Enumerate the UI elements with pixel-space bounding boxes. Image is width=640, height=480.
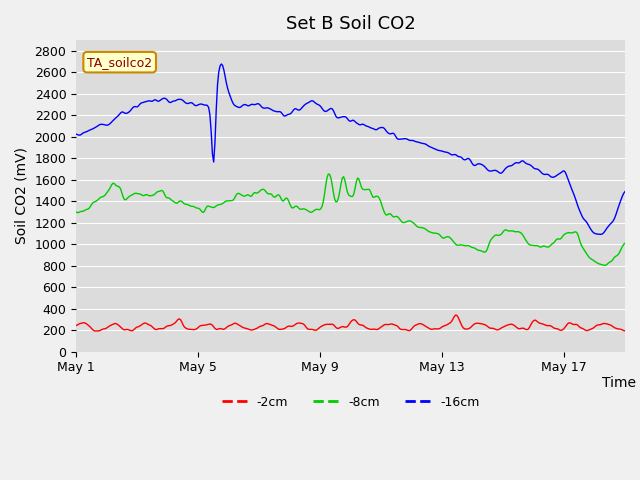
Legend: -2cm, -8cm, -16cm: -2cm, -8cm, -16cm xyxy=(217,391,484,414)
Text: TA_soilco2: TA_soilco2 xyxy=(87,56,152,69)
Y-axis label: Soil CO2 (mV): Soil CO2 (mV) xyxy=(15,147,29,244)
X-axis label: Time: Time xyxy=(602,376,636,390)
Title: Set B Soil CO2: Set B Soil CO2 xyxy=(285,15,415,33)
